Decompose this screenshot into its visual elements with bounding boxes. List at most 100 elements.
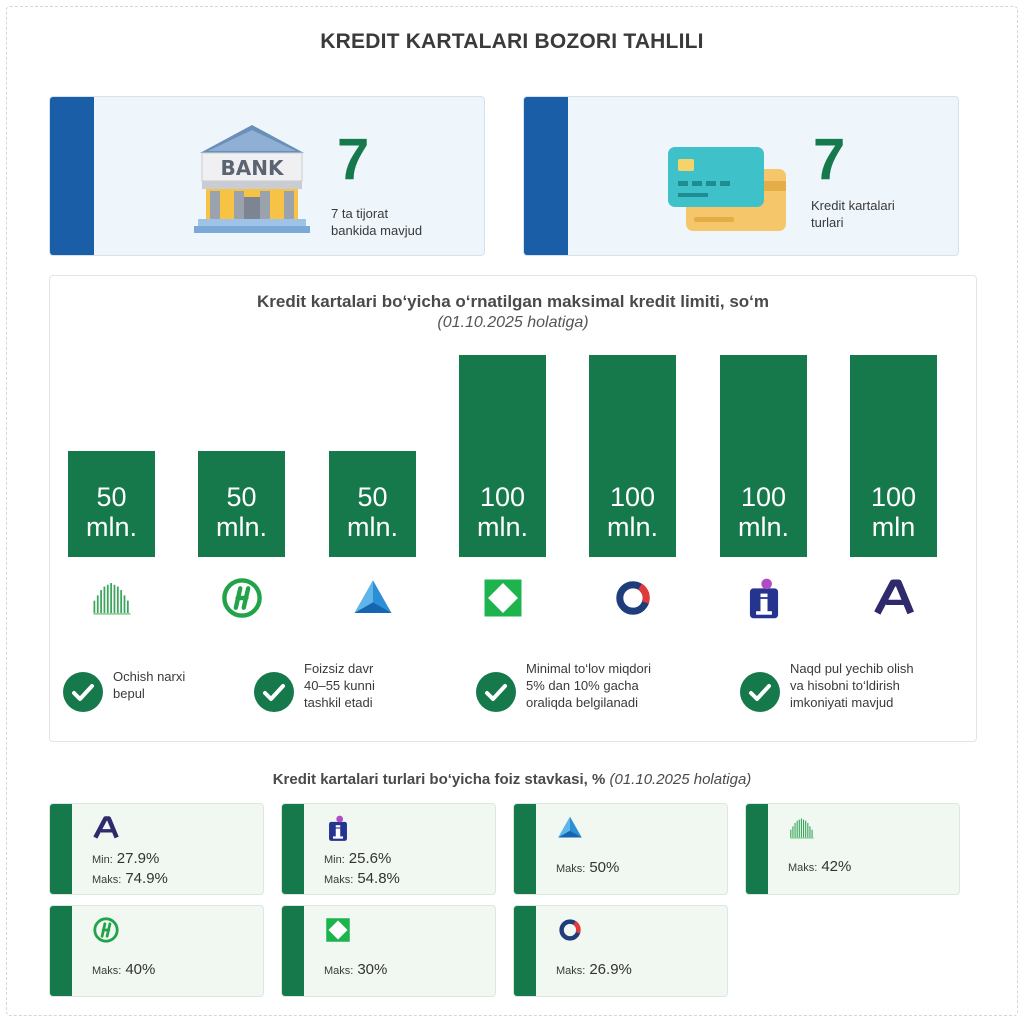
rate-max: Maks: 42% — [788, 858, 851, 875]
rate-card-accent — [50, 804, 72, 894]
feature-text-line: Foizsiz davr — [304, 661, 374, 676]
feature-text-line: Naqd pul yechib olish — [790, 661, 914, 676]
rate-card: Maks: 26.9% — [513, 905, 728, 997]
stat-card-types-label: Kredit kartalari turlari — [811, 197, 895, 231]
chart-bar-label-line: 50 — [96, 482, 127, 512]
rate-min-label: Min: — [324, 854, 345, 866]
feature-text-line: 40–55 kunni — [304, 678, 375, 693]
credit-card-icon — [668, 147, 786, 231]
rate-card: Maks: 30% — [281, 905, 496, 997]
feature-text-line: va hisobni to‘ldirish — [790, 678, 900, 693]
rate-max-value: 30% — [357, 961, 388, 978]
chart-bar — [198, 451, 285, 557]
feature-text-line: bepul — [113, 686, 145, 701]
bank-logo-blue-triangle-icon — [556, 814, 584, 842]
rate-card-accent — [746, 804, 768, 894]
rate-max-value: 50% — [589, 859, 620, 876]
infographic-frame — [6, 6, 1018, 1016]
chart-bar-label-line: 50 — [357, 482, 388, 512]
chart-bar — [329, 451, 416, 557]
rate-max: Maks: 54.8% — [324, 870, 400, 887]
chart-bar — [459, 355, 546, 557]
stat-banks-value: 7 — [337, 127, 370, 192]
rates-title-note: (01.10.2025 holatiga) — [609, 771, 752, 788]
chart-bar-label-line: mln. — [606, 512, 658, 542]
bank-icon: BANK — [194, 125, 310, 233]
rate-max-label: Maks: — [92, 965, 122, 977]
chart-bar-label: 100 mln. — [459, 482, 546, 542]
rate-min-label: Min: — [92, 854, 113, 866]
chart-bar — [68, 451, 155, 557]
rates-title-text: Kredit kartalari turlari bo‘yicha foiz s… — [272, 771, 606, 788]
stat-card-types-label-line2: turlari — [811, 215, 844, 230]
rate-max-label: Maks: — [788, 862, 818, 874]
bank-logo-a-icon — [872, 576, 922, 626]
stat-banks-label: 7 ta tijorat bankida mavjud — [331, 205, 422, 239]
rate-min: Min: 27.9% — [92, 850, 159, 867]
bank-logo-i-icon — [742, 576, 792, 626]
chart-title: Kredit kartalari bo‘yicha o‘rnatilgan ma… — [256, 292, 770, 311]
feature-text-line: oraliqda belgilanadi — [526, 695, 639, 710]
chart-bar-label: 50 mln. — [68, 482, 155, 542]
bank-logo-h-circle-icon — [220, 576, 270, 626]
page-title: KREDIT KARTALARI BOZORI TAHLILI — [320, 30, 704, 53]
chart-bar-label-line: 100 — [609, 482, 656, 512]
check-icon — [63, 672, 103, 712]
stat-card-accent — [50, 97, 94, 255]
rate-card: Maks: 40% — [49, 905, 264, 997]
feature-text-line: 5% dan 10% gacha — [526, 678, 639, 693]
svg-text:BANK: BANK — [221, 156, 285, 180]
chart-bar-label-line: mln. — [85, 512, 137, 542]
rate-card-accent — [514, 804, 536, 894]
bank-logo-h-circle-icon — [92, 916, 120, 944]
feature-text-line: Minimal to‘lov miqdori — [526, 661, 651, 676]
rate-max-label: Maks: — [556, 965, 586, 977]
rate-max-value: 40% — [125, 961, 156, 978]
bank-logo-ring-icon — [611, 576, 661, 626]
check-icon — [254, 672, 294, 712]
chart-bar — [720, 355, 807, 557]
feature-text-line: tashkil etadi — [304, 695, 373, 710]
rate-card-accent — [514, 906, 536, 996]
rate-max-value: 42% — [821, 858, 852, 875]
stat-card-types-value: 7 — [813, 127, 846, 192]
chart-subtitle: (01.10.2025 holatiga) — [437, 314, 589, 331]
rate-max: Maks: 40% — [92, 961, 155, 978]
chart-bar-label-line: 100 — [870, 482, 917, 512]
rate-card: Min: 25.6% Maks: 54.8% — [281, 803, 496, 895]
bank-logo-a-icon — [92, 814, 120, 842]
rate-max-label: Maks: — [92, 874, 122, 886]
bank-logo-ring-icon — [556, 916, 584, 944]
feature-text: Minimal to‘lov miqdori 5% dan 10% gacha or… — [526, 660, 651, 711]
chart-bar-label: 50 mln. — [329, 482, 416, 542]
feature-text: Naqd pul yechib olish va hisobni to‘ldiri… — [790, 660, 914, 711]
chart-bar-label: 100 mln — [850, 482, 937, 542]
stat-banks-label-line2: bankida mavjud — [331, 223, 423, 238]
rate-card: Maks: 50% — [513, 803, 728, 895]
bank-logo-i-icon — [324, 814, 352, 842]
chart-bar-label-line: mln. — [737, 512, 789, 542]
rate-card-accent — [282, 906, 304, 996]
stat-card-accent — [524, 97, 568, 255]
rate-card-accent — [50, 906, 72, 996]
rate-card-accent — [282, 804, 304, 894]
bank-logo-bars-icon — [788, 814, 816, 842]
chart-bar-label-line: mln — [871, 512, 916, 542]
rate-max-value: 74.9% — [125, 870, 168, 887]
stat-card-card-types: 7 Kredit kartalari turlari — [523, 96, 959, 256]
stat-banks-label-line1: 7 ta tijorat — [331, 206, 389, 221]
chart-bar-label-line: mln. — [476, 512, 528, 542]
chart-bar-label-line: 100 — [740, 482, 787, 512]
rate-min: Min: 25.6% — [324, 850, 391, 867]
rate-min-value: 25.6% — [348, 850, 392, 867]
rate-max: Maks: 30% — [324, 961, 387, 978]
rate-max-value: 26.9% — [589, 961, 632, 978]
feature-text-line: imkoniyati mavjud — [790, 695, 894, 710]
rates-title: Kredit kartalari turlari bo‘yicha foiz s… — [0, 771, 1024, 788]
chart-bar — [850, 355, 937, 557]
rate-max-label: Maks: — [556, 863, 586, 875]
rate-max: Maks: 26.9% — [556, 961, 632, 978]
chart-bar — [589, 355, 676, 557]
stat-card-banks: BANK 7 7 ta tijorat bankida mavjud — [49, 96, 485, 256]
rate-max-label: Maks: — [324, 874, 354, 886]
